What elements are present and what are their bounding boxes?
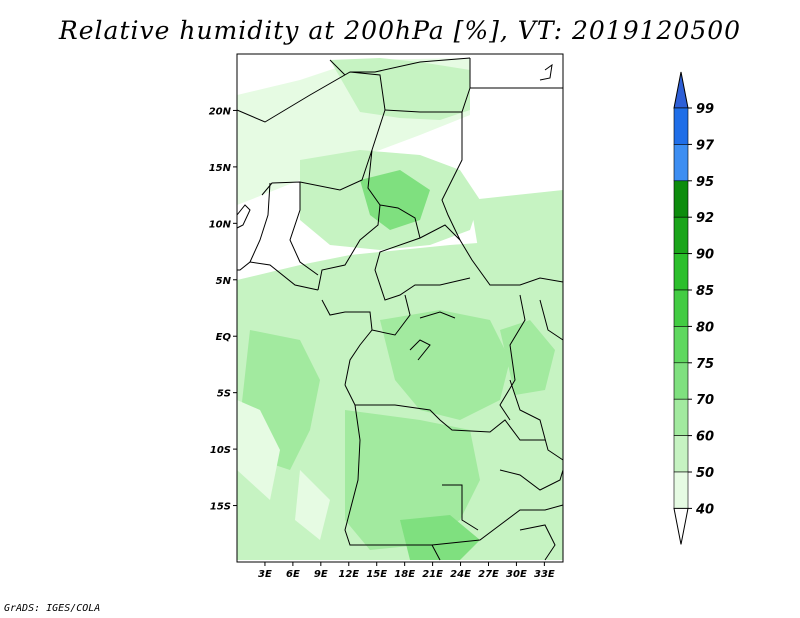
colorbar-segment bbox=[673, 180, 689, 218]
colorbar-label: 92 bbox=[696, 211, 714, 226]
lon-tick-label: 9E bbox=[314, 569, 328, 580]
colorbar-bottom-arrow bbox=[673, 507, 689, 545]
boundary-line bbox=[350, 57, 471, 73]
lon-tick-label: 12E bbox=[338, 569, 359, 580]
boundary-line bbox=[317, 149, 381, 291]
colorbar-segment bbox=[673, 362, 689, 400]
lat-tick-label: 10N bbox=[209, 219, 232, 230]
country-boundaries bbox=[236, 57, 564, 561]
lat-tick-label: 20N bbox=[209, 106, 232, 117]
boundary-line bbox=[237, 182, 271, 271]
boundary-line bbox=[371, 294, 411, 336]
boundary-line bbox=[539, 63, 553, 81]
lat-tick-label: 5N bbox=[216, 276, 232, 287]
colorbar-segment bbox=[673, 435, 689, 473]
lon-tick-label: 27E bbox=[478, 569, 499, 580]
map-frame bbox=[236, 53, 564, 563]
colorbar-label: 40 bbox=[695, 502, 714, 517]
colorbar-label: 97 bbox=[696, 138, 715, 153]
boundary-line bbox=[289, 182, 319, 276]
colorbar-label: 85 bbox=[696, 284, 714, 299]
boundary-line bbox=[236, 204, 251, 229]
boundary-line bbox=[344, 384, 545, 441]
lat-tick-label: 15N bbox=[209, 163, 232, 174]
lon-tick-label: 6E bbox=[286, 569, 300, 580]
colorbar-segment bbox=[673, 289, 689, 327]
boundary-line bbox=[469, 58, 563, 89]
humidity-region bbox=[345, 410, 480, 550]
humidity-region bbox=[380, 310, 510, 420]
lon-tick-label: 3E bbox=[258, 569, 272, 580]
boundary-line bbox=[249, 261, 319, 291]
colorbar-label: 90 bbox=[696, 248, 714, 263]
humidity-region bbox=[237, 400, 280, 500]
colorbar-segment bbox=[673, 398, 689, 436]
lat-tick-label: 15S bbox=[210, 502, 231, 513]
lon-tick-label: 15E bbox=[366, 569, 387, 580]
colorbar-label: 60 bbox=[696, 430, 714, 445]
boundary-line bbox=[442, 484, 479, 531]
colorbar-label: 95 bbox=[696, 175, 714, 190]
humidity-shading bbox=[237, 58, 563, 560]
lat-tick-label: 5S bbox=[217, 389, 231, 400]
colorbar-label: 50 bbox=[696, 466, 714, 481]
longitude-axis: 3E 6E 9E 12E 15E 18E 21E 24E 27E 30E 33E bbox=[258, 562, 555, 580]
lon-tick-label: 18E bbox=[394, 569, 415, 580]
lon-tick-label: 33E bbox=[534, 569, 555, 580]
boundary-line bbox=[509, 379, 564, 461]
boundary-line bbox=[419, 311, 456, 319]
colorbar-label: 75 bbox=[696, 357, 714, 372]
colorbar-segment bbox=[673, 471, 689, 509]
colorbar: 99 97 95 92 90 85 80 75 70 60 50 40 bbox=[673, 71, 715, 545]
lat-tick-label: 10S bbox=[210, 445, 231, 456]
colorbar-label: 80 bbox=[696, 320, 714, 335]
lon-tick-label: 30E bbox=[506, 569, 527, 580]
lon-tick-label: 24E bbox=[450, 569, 471, 580]
boundary-line bbox=[499, 469, 564, 491]
boundary-line bbox=[431, 544, 441, 561]
colorbar-top-arrow bbox=[673, 71, 689, 109]
colorbar-label: 70 bbox=[696, 393, 714, 408]
boundary-line bbox=[384, 109, 462, 113]
colorbar-segment bbox=[673, 216, 689, 254]
boundary-line bbox=[409, 339, 431, 361]
boundary-line bbox=[374, 204, 471, 301]
humidity-region bbox=[470, 190, 563, 290]
boundary-line bbox=[236, 71, 386, 196]
colorbar-segment bbox=[673, 326, 689, 364]
boundary-line bbox=[519, 524, 556, 561]
lon-tick-label: 21E bbox=[422, 569, 443, 580]
humidity-region bbox=[400, 515, 480, 560]
humidity-region bbox=[295, 470, 330, 540]
colorbar-segment bbox=[673, 107, 689, 145]
boundary-line bbox=[329, 59, 346, 76]
boundary-line bbox=[539, 299, 564, 341]
boundary-line bbox=[419, 224, 461, 241]
grads-credit: GrADS: IGES/COLA bbox=[4, 603, 101, 614]
boundary-line bbox=[499, 294, 526, 421]
colorbar-label: 99 bbox=[696, 102, 714, 117]
humidity-region bbox=[360, 170, 430, 230]
lat-tick-label: EQ bbox=[216, 332, 232, 343]
boundary-line bbox=[321, 299, 373, 386]
chart-title: Relative humidity at 200hPa [%], VT: 201… bbox=[58, 16, 742, 45]
latitude-axis: 20N 15N 10N 5N EQ 5S 10S 15S bbox=[209, 106, 237, 513]
colorbar-segment bbox=[673, 144, 689, 182]
colorbar-segment bbox=[673, 253, 689, 291]
